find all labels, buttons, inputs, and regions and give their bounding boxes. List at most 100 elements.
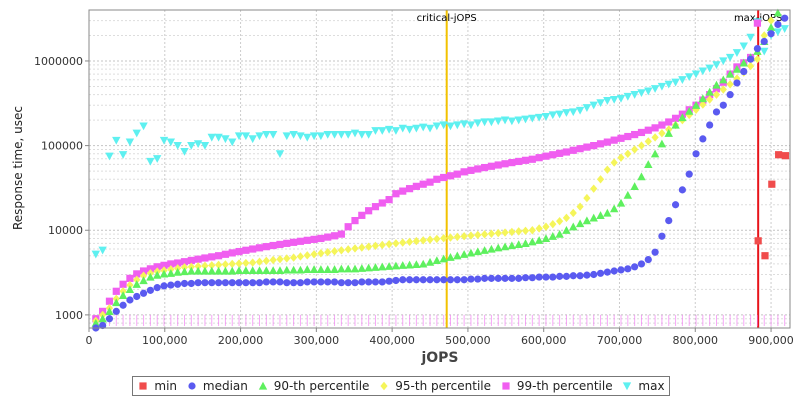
point-90-th-percentile <box>705 87 714 96</box>
point-99-th-percentile <box>276 240 284 249</box>
point-90-th-percentile <box>275 266 285 275</box>
point-95-th-percentile <box>719 85 727 94</box>
point-max <box>146 157 155 166</box>
point-median <box>146 286 154 294</box>
legend-item: min <box>137 379 177 393</box>
point-median <box>603 268 611 276</box>
legend-swatch <box>380 381 388 391</box>
point-99-th-percentile <box>399 187 407 195</box>
point-95-th-percentile <box>201 261 209 271</box>
point-max <box>555 110 564 119</box>
point-median <box>324 278 332 286</box>
point-median <box>228 279 236 287</box>
legend-swatch <box>502 382 510 390</box>
point-max <box>357 130 367 139</box>
point-95-th-percentile <box>637 141 646 150</box>
point-95-th-percentile <box>262 256 270 266</box>
point-max <box>507 117 517 126</box>
point-median <box>119 301 127 309</box>
point-max <box>132 129 141 138</box>
point-99-th-percentile <box>283 239 291 247</box>
point-99-th-percentile <box>665 118 673 126</box>
legend-item: 99-th percentile <box>500 379 613 393</box>
y-tick-label: 10000 <box>48 224 83 237</box>
point-99-th-percentile <box>378 199 386 207</box>
point-median <box>665 217 673 225</box>
point-median <box>201 279 209 287</box>
legend-swatch <box>623 382 632 391</box>
point-90-th-percentile <box>521 239 530 247</box>
legend-label: 99-th percentile <box>516 379 613 393</box>
point-max <box>685 73 694 81</box>
point-99-th-percentile <box>174 259 182 267</box>
point-median <box>337 279 345 287</box>
point-90-th-percentile <box>391 261 401 270</box>
point-99-th-percentile <box>119 280 127 288</box>
point-90-th-percentile <box>671 120 680 129</box>
point-95-th-percentile <box>535 224 543 233</box>
point-median <box>133 292 141 301</box>
point-99-th-percentile <box>460 168 468 176</box>
point-99-th-percentile <box>344 223 352 231</box>
point-95-th-percentile <box>453 232 461 242</box>
point-median <box>378 278 386 286</box>
point-median <box>692 150 700 158</box>
point-95-th-percentile <box>139 271 148 280</box>
point-median <box>706 121 714 129</box>
point-median <box>644 255 652 264</box>
point-99-th-percentile <box>542 152 550 160</box>
point-max <box>637 89 646 98</box>
point-max <box>739 42 748 51</box>
point-max <box>241 132 251 141</box>
point-95-th-percentile <box>508 227 516 237</box>
point-max <box>139 122 148 131</box>
point-95-th-percentile <box>310 250 318 259</box>
point-95-th-percentile <box>467 231 475 240</box>
point-99-th-percentile <box>446 172 455 180</box>
point-max <box>671 78 680 87</box>
x-tick-label: 200,000 <box>218 334 264 347</box>
point-median <box>249 279 257 287</box>
point-median <box>542 273 550 281</box>
point-median <box>290 279 298 287</box>
point-99-th-percentile <box>310 235 318 243</box>
point-90-th-percentile <box>609 204 619 213</box>
point-99-th-percentile <box>412 182 420 190</box>
point-max <box>432 122 442 131</box>
point-max <box>746 33 755 42</box>
point-90-th-percentile <box>678 113 687 122</box>
point-95-th-percentile <box>651 133 659 142</box>
point-median <box>521 274 530 282</box>
point-99-th-percentile <box>637 128 646 137</box>
point-max <box>609 95 619 104</box>
x-tick-label: 0 <box>86 334 93 347</box>
point-max <box>118 151 128 159</box>
point-90-th-percentile <box>350 264 360 273</box>
point-median <box>153 284 161 292</box>
point-90-th-percentile <box>343 264 353 273</box>
point-99-th-percentile <box>317 234 325 243</box>
legend-marker <box>258 381 267 390</box>
point-median <box>160 282 168 290</box>
point-95-th-percentile <box>358 243 366 252</box>
point-99-th-percentile <box>105 297 114 305</box>
point-90-th-percentile <box>296 265 305 274</box>
point-99-th-percentile <box>290 238 298 246</box>
point-90-th-percentile <box>494 243 503 252</box>
series-median <box>92 14 789 332</box>
point-99-th-percentile <box>385 196 393 204</box>
point-99-th-percentile <box>330 232 339 240</box>
point-99-th-percentile <box>160 261 168 269</box>
point-max <box>330 130 339 139</box>
point-99-th-percentile <box>221 250 230 258</box>
legend-item: 90-th percentile <box>257 379 369 393</box>
point-max <box>309 132 319 141</box>
y-tick-label: 100000 <box>41 140 83 153</box>
point-90-th-percentile <box>514 240 523 249</box>
point-90-th-percentile <box>91 318 101 327</box>
point-median <box>767 30 775 38</box>
legend-swatch <box>139 382 148 390</box>
point-90-th-percentile <box>146 272 155 281</box>
point-median <box>501 274 509 282</box>
point-median <box>419 276 427 284</box>
